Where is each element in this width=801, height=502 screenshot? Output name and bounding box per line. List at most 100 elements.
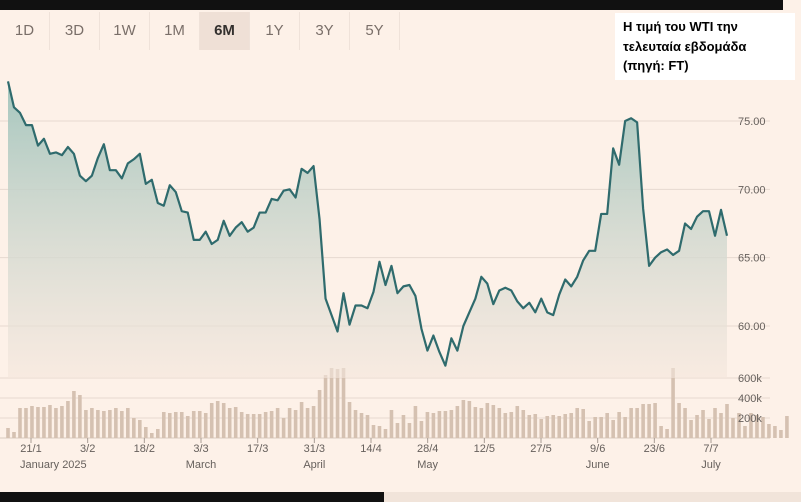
volume-bar [779,430,783,438]
range-tabs: 1D 3D 1W 1M 6M 1Y 3Y 5Y [0,12,400,50]
volume-bar [449,410,454,438]
volume-bar [126,408,130,438]
volume-bar [215,401,220,438]
volume-bar [479,408,484,438]
volume-bar [6,428,10,438]
volume-bar [251,414,256,438]
x-tick-label: 23/6 [644,443,665,455]
volume-bar [167,413,172,438]
volume-bar [353,410,358,438]
volume-bar [138,420,142,438]
volume-bar [737,413,741,438]
volume-bar [42,407,46,438]
volume-bar [317,390,322,438]
volume-bar [341,368,346,438]
volume-bar [515,406,520,438]
volume-bar [533,414,538,438]
volume-bar [365,415,370,438]
volume-bar [509,412,514,438]
volume-bar [132,418,136,438]
volume-bar [677,403,681,438]
volume-bar [431,413,436,438]
volume-bar [707,419,711,438]
volume-bar [323,375,328,438]
tab-1y[interactable]: 1Y [250,12,300,50]
volume-bar [335,369,340,438]
x-month-label: April [303,459,325,471]
volume-bar [269,411,274,438]
volume-bars [6,368,789,438]
tab-6m[interactable]: 6M [200,12,250,50]
volume-bar [66,401,70,438]
volume-bar [401,415,406,438]
volume-bar [785,416,789,438]
volume-bar [539,419,544,438]
top-border-bar [0,0,783,10]
volume-bar [635,408,639,438]
caption-box: Η τιμή του WTI την τελευταία εβδομάδα (π… [615,13,795,80]
tab-3d[interactable]: 3D [50,12,100,50]
volume-bar [395,423,400,438]
volume-bar [467,401,472,438]
volume-bar [221,403,226,438]
volume-bar [185,416,190,438]
tab-1d[interactable]: 1D [0,12,50,50]
volume-bar [311,406,316,438]
caption-line-1: Η τιμή του WTI την [623,19,738,34]
x-tick-label: 14/4 [360,443,381,455]
volume-bar [90,408,94,438]
volume-bar [689,420,693,438]
volume-bar [102,411,106,438]
volume-bar [18,408,22,438]
volume-bar [623,417,627,438]
volume-bar [527,415,532,438]
x-tick-label: 31/3 [304,443,325,455]
tab-1m[interactable]: 1M [150,12,200,50]
caption-line-3: (πηγή: FT) [623,58,689,73]
volume-bar [389,410,394,438]
volume-bar [599,417,603,438]
tab-3y[interactable]: 3Y [300,12,350,50]
volume-bar [305,408,310,438]
volume-bar [485,403,490,438]
x-tick-label: 17/3 [247,443,268,455]
volume-bar [701,410,705,438]
volume-bar [197,411,202,438]
volume-bar [713,408,717,438]
volume-bar [299,402,304,438]
volume-axis-ticks: 600k 400k 200k [738,373,762,425]
x-tick-label: 18/2 [134,443,155,455]
volume-bar [191,411,196,438]
volume-bar [245,414,250,438]
volume-bar [569,413,574,438]
volume-bar [773,426,777,438]
x-month-label: January 2025 [20,459,87,471]
volume-bar [551,415,556,438]
scroll-track-filled[interactable] [0,492,384,502]
volume-bar [96,410,100,438]
volume-bar [407,423,412,438]
volume-bar [54,408,58,438]
x-axis-ticks: 21/1 3/2 18/2 3/3 17/3 31/3 14/4 28/4 12/5 27/5 9/… [20,438,721,471]
volume-bar [671,368,675,438]
tab-5y[interactable]: 5Y [350,12,400,50]
volume-bar [413,406,418,438]
volume-bar [749,413,753,438]
x-month-label: July [701,459,721,471]
volume-bar [575,408,580,438]
volume-bar [359,413,364,438]
x-tick-label: 28/4 [417,443,438,455]
x-tick-label: 3/3 [193,443,208,455]
price-line [6,81,729,367]
volume-bar [173,412,178,438]
tab-1w[interactable]: 1W [100,12,150,50]
volume-bar [275,408,280,438]
volume-bar [593,417,597,438]
volume-bar [329,368,334,438]
volume-bar [461,400,466,438]
volume-bar [491,405,496,438]
price-chart: 75.00 70.00 65.00 60.00 600k 400k 200k 21/1 3/… [0,81,789,471]
volume-bar [257,414,262,438]
volume-bar [665,429,669,438]
volume-bar [239,412,244,438]
